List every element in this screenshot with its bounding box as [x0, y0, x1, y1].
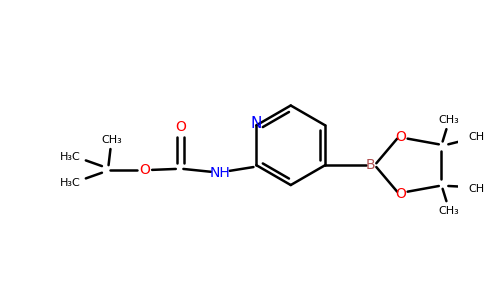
Text: H₃C: H₃C: [60, 152, 81, 162]
Text: O: O: [175, 120, 186, 134]
Text: CH₃: CH₃: [438, 206, 459, 216]
Text: CH₃: CH₃: [438, 115, 459, 125]
Text: O: O: [395, 130, 407, 144]
Text: CH₃: CH₃: [101, 135, 122, 145]
Text: O: O: [395, 187, 407, 201]
Text: N: N: [251, 116, 262, 131]
Text: CH₃: CH₃: [468, 184, 484, 194]
Text: O: O: [139, 163, 150, 177]
Text: H₃C: H₃C: [60, 178, 81, 188]
Text: CH₃: CH₃: [468, 132, 484, 142]
Text: NH: NH: [210, 166, 231, 180]
Text: B: B: [366, 158, 376, 172]
